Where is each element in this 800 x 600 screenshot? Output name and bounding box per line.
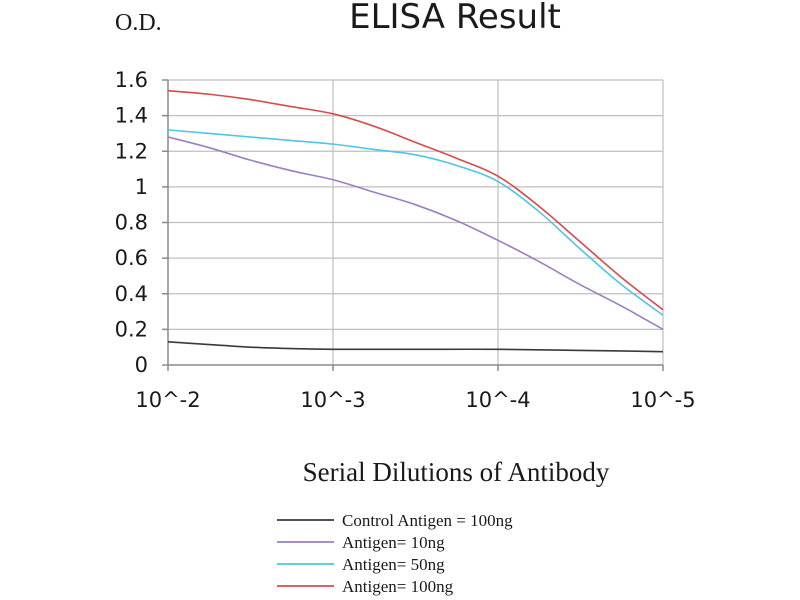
x-tick-label: 10^-3 — [300, 388, 365, 412]
y-tick-label: 0 — [135, 353, 148, 377]
series-line-2 — [167, 129, 664, 316]
y-tick-label: 1.4 — [115, 104, 148, 128]
y-tick-labels: 0 0.2 0.4 0.6 0.8 1 1.2 1.4 1.6 — [115, 68, 148, 377]
grid-lines — [168, 79, 664, 365]
legend-label-1: Antigen= 10ng — [342, 533, 445, 552]
y-tick-label: 1 — [135, 175, 148, 199]
legend-label-3: Antigen= 100ng — [342, 577, 454, 596]
y-tick-label: 1.6 — [115, 68, 148, 92]
series-line-0 — [167, 341, 664, 353]
legend-label-2: Antigen= 50ng — [342, 555, 445, 574]
x-tick-label: 10^-5 — [630, 388, 695, 412]
axes — [162, 79, 664, 371]
x-tick-label: 10^-2 — [135, 388, 200, 412]
series-line-3 — [167, 89, 664, 311]
series-lines — [167, 89, 664, 353]
y-tick-label: 0.4 — [115, 282, 148, 306]
x-tick-labels: 10^-2 10^-3 10^-4 10^-5 — [135, 388, 695, 412]
chart-title: ELISA Result — [349, 0, 561, 37]
x-tick-label: 10^-4 — [465, 388, 530, 412]
y-tick-label: 0.2 — [115, 317, 148, 341]
y-tick-label: 0.6 — [115, 246, 148, 270]
legend-label-0: Control Antigen = 100ng — [342, 511, 513, 530]
series-line-1 — [167, 136, 664, 331]
y-tick-label: 1.2 — [115, 139, 148, 163]
legend: Control Antigen = 100ng Antigen= 10ng Anti… — [277, 511, 513, 596]
y-axis-label: O.D. — [115, 10, 162, 36]
y-tick-label: 0.8 — [115, 211, 148, 235]
x-axis-label: Serial Dilutions of Antibody — [303, 457, 610, 487]
